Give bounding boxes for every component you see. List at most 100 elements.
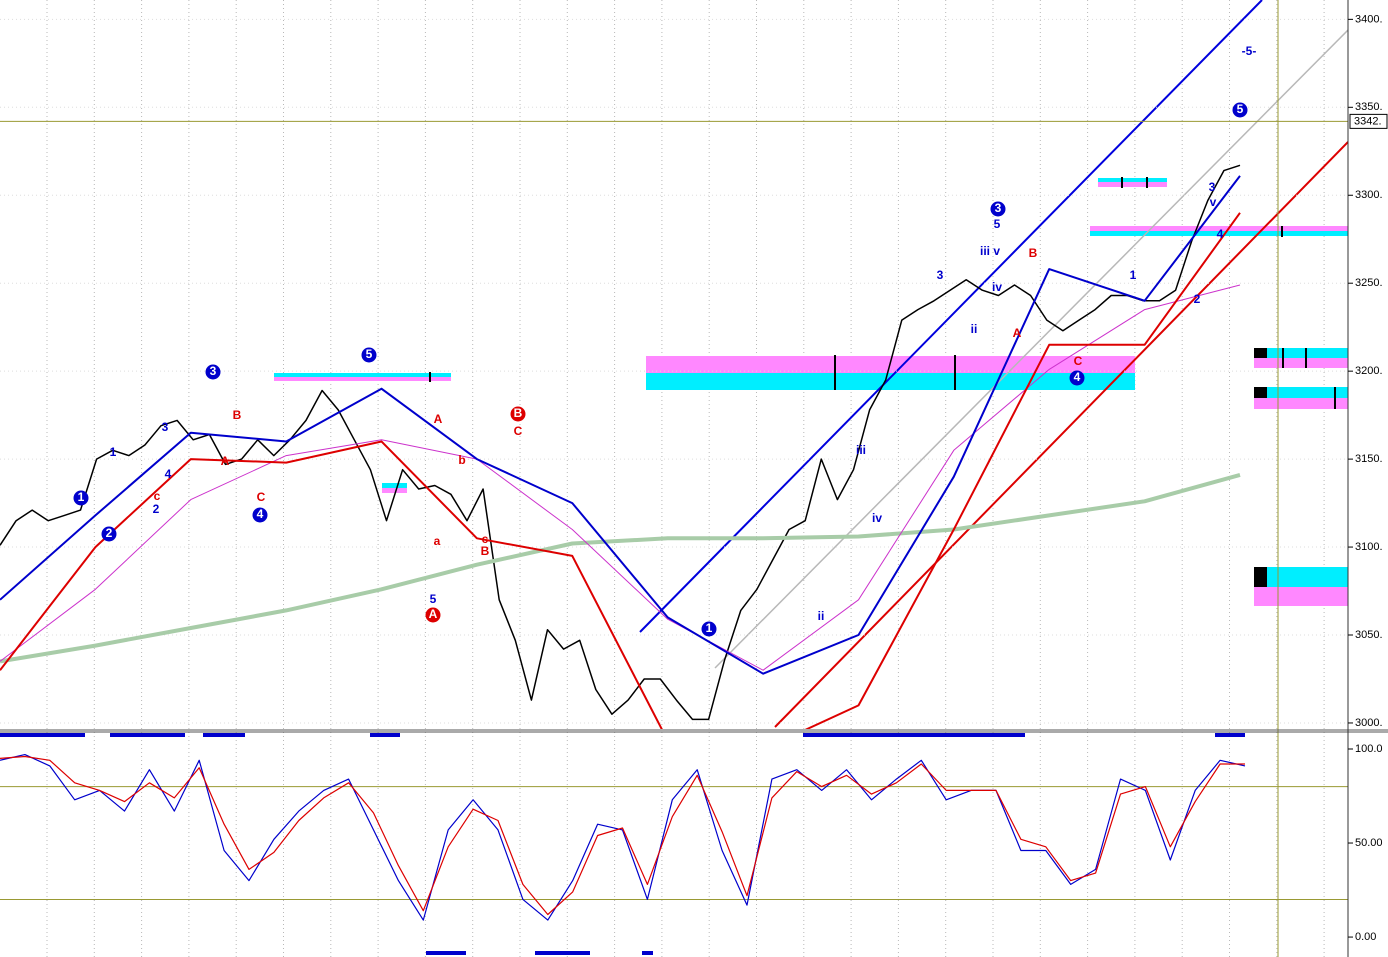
signal-bar [1215, 733, 1245, 737]
wave-label: B [1029, 246, 1038, 260]
signal-bars [0, 733, 1245, 955]
zone [1254, 358, 1348, 368]
wave-label: iii [856, 443, 866, 457]
zone [1254, 398, 1348, 409]
wave-label: A [1013, 326, 1022, 340]
wave-label: ii [971, 322, 978, 336]
wave-label: 5 [366, 347, 373, 361]
wave-label: 5 [1237, 102, 1244, 116]
wave-label: C [1074, 354, 1083, 368]
wave-label: 5 [994, 217, 1001, 231]
wave-marker [1232, 102, 1248, 118]
signal-bar [370, 733, 400, 737]
zone [274, 373, 451, 377]
y-tick-label: 100.0 [1355, 743, 1383, 755]
wave-label: iv [872, 511, 882, 525]
wave-marker [510, 406, 526, 422]
series-line [0, 284, 1241, 671]
wave-label: A [221, 454, 230, 468]
series-line [0, 164, 1241, 721]
y-tick-label: 3100. [1355, 541, 1383, 553]
y-tick-label: 3150. [1355, 453, 1383, 465]
series-line [0, 754, 1246, 921]
wave-label: 2 [1194, 292, 1201, 306]
zone [1098, 182, 1167, 187]
y-tick-label: 3050. [1355, 629, 1383, 641]
wave-label: 3 [995, 201, 1002, 215]
wave-marker [252, 507, 268, 523]
zone [1254, 587, 1348, 606]
zone [1254, 567, 1348, 587]
signal-bar [803, 733, 1025, 737]
price-axis: 3000. 3050. 3100. 3150. 3200. 3250. 3300. 3350.… [1348, 13, 1388, 943]
wave-label: 3 [162, 420, 169, 434]
wave-label: c [154, 489, 161, 503]
zone [1098, 178, 1167, 182]
wave-marker [101, 526, 117, 542]
y-tick-label: 3000. [1355, 717, 1383, 729]
wave-label: 4 [1074, 370, 1081, 384]
series-line [0, 212, 1241, 729]
last-price-box [1349, 113, 1388, 129]
series-line [0, 755, 1245, 916]
zone-marker [1254, 348, 1267, 358]
wave-label: a [434, 534, 441, 548]
wave-label: 1 [1130, 268, 1137, 282]
trend-line [714, 29, 1348, 669]
series-line [0, 472, 1241, 664]
wave-label: A [434, 412, 443, 426]
zone-marker [1254, 387, 1267, 398]
y-tick-label: 3350. [1355, 101, 1383, 113]
y-tick-label: 50.00 [1355, 837, 1383, 849]
last-price-label: 3342. [1354, 115, 1382, 127]
wave-label: B [233, 408, 242, 422]
y-tick-label: 3250. [1355, 277, 1383, 289]
signal-bar [203, 733, 245, 737]
trend-line [774, 141, 1348, 728]
zone [1090, 226, 1348, 231]
wave-marker [73, 490, 89, 506]
wave-label: c [482, 532, 489, 546]
wave-label: A [429, 607, 438, 621]
signal-bar [642, 951, 653, 955]
price-panel [0, 18, 1348, 729]
wave-label: ii [818, 609, 825, 623]
y-tick-label: 3300. [1355, 189, 1383, 201]
zone [382, 483, 407, 488]
trend-line [639, 0, 1263, 633]
stochastic-panel [0, 754, 1348, 921]
y-tick-label: 3400. [1355, 13, 1383, 25]
wave-label: 4 [1217, 227, 1224, 241]
wave-label: 4 [165, 467, 172, 481]
wave-label: 3 [937, 268, 944, 282]
zone [1254, 348, 1348, 358]
wave-marker [205, 364, 221, 380]
signal-bar [110, 733, 185, 737]
wave-label: 2 [153, 502, 160, 516]
wave-label: B [514, 406, 523, 420]
zone [646, 373, 1135, 390]
wave-label: iv [992, 280, 1002, 294]
wave-label: 4 [257, 507, 264, 521]
wave-label: b [458, 453, 465, 467]
wave-label: 1 [110, 445, 117, 459]
trend-lines [639, 0, 1348, 728]
wave-label: 1 [78, 490, 85, 504]
wave-labels: -5-5353124BA14CABACiiiivii535abBc1243vii… [73, 44, 1257, 637]
y-tick-label: 3200. [1355, 365, 1383, 377]
wave-label: v [1210, 195, 1217, 209]
wave-label: iii v [980, 244, 1000, 258]
signal-bar [0, 733, 85, 737]
wave-label: 1 [706, 621, 713, 635]
wave-marker [990, 201, 1006, 217]
wave-marker [1069, 370, 1085, 386]
wave-label: C [257, 490, 266, 504]
zone [1254, 387, 1348, 398]
wave-label: C [514, 424, 523, 438]
wave-label: 3 [1209, 180, 1216, 194]
signal-bar [535, 951, 590, 955]
zone [274, 377, 451, 381]
wave-label: -5- [1242, 44, 1257, 58]
